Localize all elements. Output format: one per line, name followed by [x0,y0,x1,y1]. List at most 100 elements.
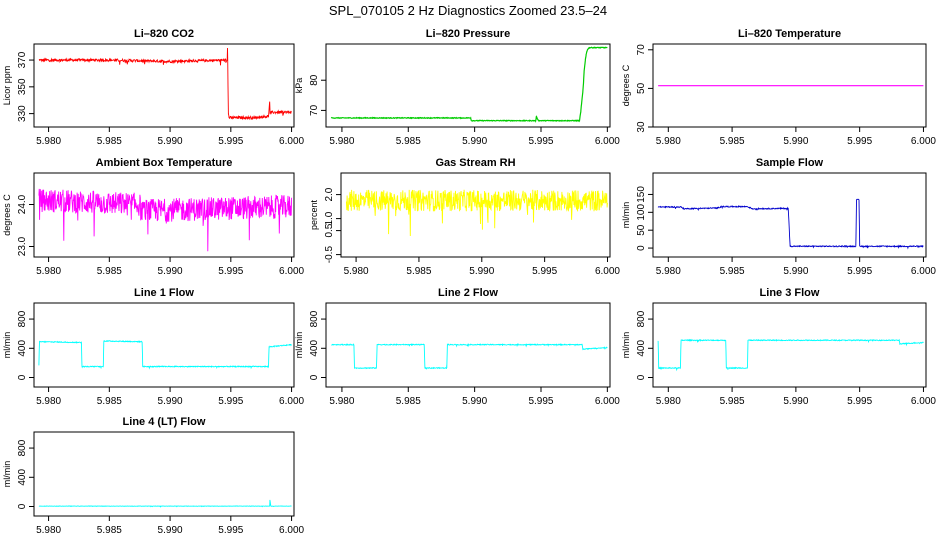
x-tick-label: 5.985 [396,136,421,147]
y-axis-label: degrees C [621,64,631,106]
x-tick-label: 5.985 [406,266,431,277]
x-tick-label: 5.980 [329,136,354,147]
figure-title: SPL_070105 2 Hz Diagnostics Zoomed 23.5–… [328,3,608,18]
y-tick-label: 0 [636,374,647,380]
x-tick-label: 5.990 [783,396,808,407]
panel-sample-flow: Sample Flow 5.980 5.985 5.990 5.995 6.000 0 50 1… [621,157,936,277]
x-tick-label: 5.980 [656,136,681,147]
y-tick-label: 0.5 [324,223,335,237]
x-tick-label: 5.990 [462,136,487,147]
y-tick-label: 400 [309,340,320,357]
x-tick-label: 5.980 [656,396,681,407]
y-tick-label: 800 [17,439,28,456]
x-tick-label: 5.980 [36,136,61,147]
y-tick-label: 150 [636,186,647,203]
panel-title: Li–820 Pressure [426,28,510,40]
x-tick-label: 5.980 [36,396,61,407]
y-tick-label: 800 [17,310,28,327]
x-tick-label: 6.000 [595,266,620,277]
panel-line-3-flow: Line 3 Flow 5.980 5.985 5.990 5.995 6.000 0 400… [621,287,936,407]
y-tick-label: 0 [636,245,647,251]
x-tick-label: 5.990 [462,396,487,407]
panel-title: Line 1 Flow [134,287,194,299]
y-tick-label: 50 [636,224,647,236]
y-axis-label: ml/min [2,461,12,488]
y-tick-label: 800 [309,310,320,327]
x-tick-label: 5.995 [218,396,243,407]
x-tick-label: 6.000 [279,396,304,407]
panel-ambient-box-temperature: Ambient Box Temperature 5.980 5.985 5.990 5.… [2,157,305,277]
y-axis-label: ml/min [294,332,304,359]
x-tick-label: 5.980 [344,266,369,277]
x-tick-label: 6.000 [595,396,620,407]
x-tick-label: 5.985 [720,396,745,407]
plot-frame [33,172,295,258]
x-tick-label: 5.985 [97,136,122,147]
y-axis-label: kPa [294,78,304,94]
y-tick-label: 350 [17,78,28,95]
plot-frame [325,43,611,128]
plot-frame [33,431,295,517]
x-tick-label: 5.995 [532,266,557,277]
x-tick-label: 6.000 [595,136,620,147]
y-tick-label: -0.5 [324,246,335,264]
x-tick-label: 5.995 [528,396,553,407]
plot-frame [33,43,295,128]
x-tick-label: 5.995 [528,136,553,147]
x-tick-label: 5.985 [97,266,122,277]
panel-title: Line 4 (LT) Flow [123,416,206,428]
x-tick-label: 5.995 [847,136,872,147]
x-tick-label: 5.995 [847,266,872,277]
series-line-line-4-lt-flow [38,499,292,508]
panel-line-1-flow: Line 1 Flow 5.980 5.985 5.990 5.995 6.000 0 400… [2,287,305,407]
x-tick-label: 5.985 [396,396,421,407]
plot-frame [340,172,611,258]
panel-title: Ambient Box Temperature [96,157,233,169]
y-axis-label: ml/min [2,332,12,359]
series-line-gas-stream-rh [345,189,608,237]
plot-frame [652,302,927,388]
y-tick-label: 30 [636,121,647,133]
panel-li-820-pressure: Li–820 Pressure 5.980 5.985 5.990 5.995 6.000… [294,28,620,147]
y-tick-label: 80 [309,74,320,86]
series-line-line-3-flow [657,338,924,372]
x-tick-label: 5.985 [97,525,122,536]
y-tick-label: 370 [17,51,28,68]
series-line-li-820-co2 [38,47,292,121]
panel-line-4-lt-flow: Line 4 (LT) Flow 5.980 5.985 5.990 5.995 6.00… [2,416,305,536]
panel-gas-stream-rh: Gas Stream RH 5.980 5.985 5.990 5.995 6.000 -0… [309,157,620,277]
panel-li-820-co2: Li–820 CO2 5.980 5.985 5.990 5.995 6.000 330 35… [2,28,305,147]
x-tick-label: 6.000 [911,396,936,407]
x-tick-label: 6.000 [279,266,304,277]
x-tick-label: 5.980 [329,396,354,407]
panel-title: Gas Stream RH [435,157,515,169]
x-tick-label: 6.000 [911,136,936,147]
y-tick-label: 0 [309,374,320,380]
y-tick-label: 800 [636,310,647,327]
x-tick-label: 5.995 [218,266,243,277]
x-tick-label: 5.980 [36,525,61,536]
y-tick-label: 0 [17,374,28,380]
x-tick-label: 5.980 [656,266,681,277]
plot-frame [325,302,611,388]
x-tick-label: 5.995 [218,136,243,147]
x-tick-label: 6.000 [279,525,304,536]
x-tick-label: 5.990 [158,525,183,536]
y-tick-label: 23.0 [17,236,28,256]
panel-title: Li–820 Temperature [738,28,841,40]
y-tick-label: 0 [17,503,28,509]
plot-frame [652,43,927,128]
x-tick-label: 5.990 [783,136,808,147]
series-line-li-820-pressure [330,46,608,123]
panel-title: Sample Flow [756,157,824,169]
x-tick-label: 5.985 [97,396,122,407]
series-line-sample-flow [657,198,924,250]
x-tick-label: 5.995 [847,396,872,407]
x-tick-label: 5.990 [469,266,494,277]
x-tick-label: 6.000 [279,136,304,147]
x-tick-label: 5.995 [218,525,243,536]
panel-line-2-flow: Line 2 Flow 5.980 5.985 5.990 5.995 6.000 0 400… [294,287,620,407]
panel-title: Li–820 CO2 [134,28,194,40]
y-tick-label: 330 [17,105,28,122]
